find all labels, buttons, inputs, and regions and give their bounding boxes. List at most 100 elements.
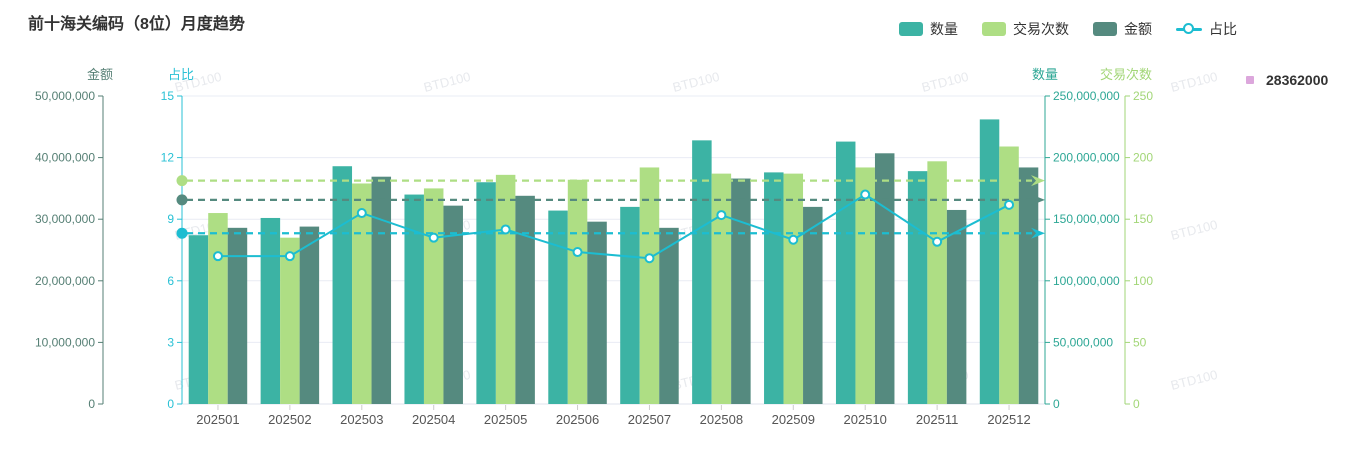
x-axis-label: 202508 <box>700 412 743 427</box>
axis-tick-label: 50 <box>1133 335 1147 349</box>
bar-quantity[interactable] <box>404 194 424 404</box>
bar-transactions[interactable] <box>711 173 732 404</box>
x-axis-label: 202504 <box>412 412 455 427</box>
legend-item-transactions[interactable]: 交易次数 <box>982 19 1069 39</box>
x-axis-label: 202505 <box>484 412 527 427</box>
chart-legend: 数量 交易次数 金额 占比 <box>899 21 1237 37</box>
bar-amount[interactable] <box>659 227 679 404</box>
bar-quantity[interactable] <box>692 140 712 405</box>
ratio-point[interactable] <box>572 247 583 258</box>
axis-tick-label: 15 <box>161 89 175 103</box>
legend-item-amount[interactable]: 金额 <box>1093 19 1152 39</box>
average-line-start-dot <box>176 175 188 187</box>
bar-quantity[interactable] <box>476 182 496 404</box>
side-legend-swatch-icon <box>1246 76 1254 84</box>
ratio-point[interactable] <box>644 253 655 264</box>
page-title: 前十海关编码（8位）月度趋势 <box>28 16 245 33</box>
ratio-point[interactable] <box>500 224 511 235</box>
bar-amount[interactable] <box>299 226 320 404</box>
x-axis-label: 202503 <box>340 412 383 427</box>
axis-tick-label: 40,000,000 <box>35 151 95 165</box>
ratio-point[interactable] <box>932 236 943 247</box>
axis-tick-label: 50,000,000 <box>35 89 95 103</box>
bar-transactions[interactable] <box>927 161 947 404</box>
x-axis-label: 202509 <box>772 412 815 427</box>
axis-tick-label: 50,000,000 <box>1053 335 1113 349</box>
bar-amount[interactable] <box>803 206 823 404</box>
bar-amount[interactable] <box>515 195 535 404</box>
bar-transactions[interactable] <box>423 188 444 404</box>
ratio-point[interactable] <box>284 251 295 262</box>
watermark: BTD100 <box>1169 69 1219 95</box>
x-axis-label: 202507 <box>628 412 671 427</box>
axis-title-quantity: 数量 <box>1032 67 1058 82</box>
bar-quantity[interactable] <box>620 206 640 404</box>
axis-tick-label: 0 <box>88 397 95 411</box>
watermark: BTD100 <box>422 69 472 95</box>
axis-title-amount: 金额 <box>87 67 113 82</box>
bar-amount[interactable] <box>874 153 895 404</box>
bar-transactions[interactable] <box>280 237 300 404</box>
bar-transactions[interactable] <box>567 179 588 404</box>
axis-tick-label: 250 <box>1133 89 1153 103</box>
ratio-point[interactable] <box>788 234 799 245</box>
bar-amount[interactable] <box>731 178 751 404</box>
axis-tick-label: 30,000,000 <box>35 212 95 226</box>
bar-quantity[interactable] <box>835 141 856 405</box>
average-line-start-dot <box>176 227 188 239</box>
axis-tick-label: 3 <box>167 335 174 349</box>
bar-amount[interactable] <box>227 227 248 404</box>
average-line-arrow <box>1031 175 1045 187</box>
x-axis-label: 202502 <box>268 412 311 427</box>
bar-transactions[interactable] <box>855 167 875 404</box>
bar-transactions[interactable] <box>208 213 228 404</box>
bar-transactions[interactable] <box>783 173 804 404</box>
bar-transactions[interactable] <box>639 167 660 404</box>
ratio-line[interactable] <box>217 193 1010 260</box>
bar-transactions[interactable] <box>352 183 372 404</box>
bar-quantity[interactable] <box>764 172 784 404</box>
legend-label: 占比 <box>1209 21 1237 37</box>
axis-tick-label: 9 <box>167 212 174 226</box>
axis-tick-label: 0 <box>167 397 174 411</box>
side-legend-label: 28362000 <box>1266 72 1329 88</box>
bar-amount[interactable] <box>946 209 967 404</box>
ratio-point[interactable] <box>860 189 871 200</box>
ratio-point[interactable] <box>428 232 439 243</box>
bar-transactions[interactable] <box>999 146 1019 404</box>
x-axis-label: 202501 <box>196 412 239 427</box>
bar-quantity[interactable] <box>260 217 281 404</box>
watermark: BTD100 <box>920 69 970 95</box>
axis-tick-label: 200 <box>1133 151 1153 165</box>
legend-swatch-icon <box>982 22 1006 36</box>
bar-quantity[interactable] <box>979 119 1000 405</box>
legend-item-ratio[interactable]: 占比 <box>1176 19 1237 39</box>
axis-tick-label: 250,000,000 <box>1053 89 1120 103</box>
bar-amount[interactable] <box>587 221 607 404</box>
axis-title-ratio: 占比 <box>168 67 194 82</box>
ratio-point[interactable] <box>356 208 367 219</box>
legend-label: 数量 <box>930 21 958 37</box>
bar-amount[interactable] <box>371 176 392 404</box>
ratio-point[interactable] <box>212 251 223 262</box>
legend-item-quantity[interactable]: 数量 <box>899 19 958 39</box>
bar-transactions[interactable] <box>495 174 516 404</box>
bar-quantity[interactable] <box>548 210 568 404</box>
axis-tick-label: 20,000,000 <box>35 274 95 288</box>
bar-amount[interactable] <box>443 205 463 404</box>
bar-amount[interactable] <box>1018 167 1039 404</box>
legend-label: 交易次数 <box>1013 21 1069 37</box>
average-line-arrow <box>1031 194 1045 206</box>
axis-tick-label: 0 <box>1133 397 1140 411</box>
watermark: BTD100 <box>1169 217 1219 243</box>
side-legend-item[interactable]: 28362000 <box>1246 72 1328 88</box>
ratio-point[interactable] <box>716 210 727 221</box>
bar-quantity[interactable] <box>188 235 209 404</box>
axis-tick-label: 150 <box>1133 212 1153 226</box>
axis-tick-label: 150,000,000 <box>1053 212 1120 226</box>
bar-quantity[interactable] <box>907 171 928 404</box>
bar-quantity[interactable] <box>332 166 353 404</box>
axis-tick-label: 100,000,000 <box>1053 274 1120 288</box>
ratio-point[interactable] <box>1004 199 1015 210</box>
